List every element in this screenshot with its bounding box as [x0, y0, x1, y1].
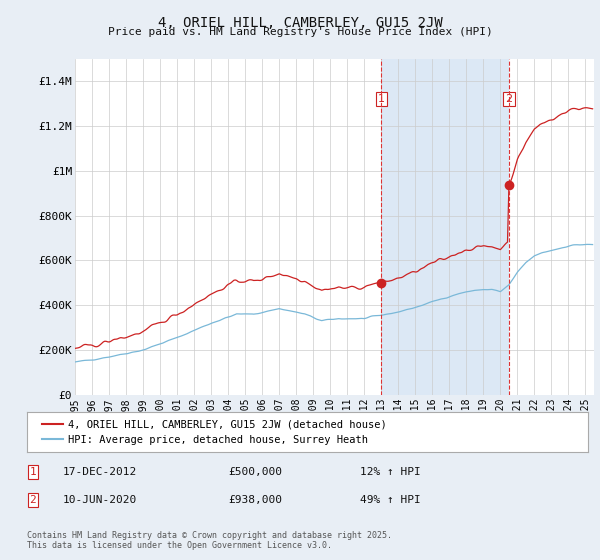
Text: Price paid vs. HM Land Registry's House Price Index (HPI): Price paid vs. HM Land Registry's House …	[107, 27, 493, 37]
Bar	[381, 59, 509, 395]
Legend: 4, ORIEL HILL, CAMBERLEY, GU15 2JW (detached house), HPI: Average price, detache: 4, ORIEL HILL, CAMBERLEY, GU15 2JW (deta…	[38, 416, 391, 449]
Text: 2: 2	[29, 494, 37, 505]
Text: 4, ORIEL HILL, CAMBERLEY, GU15 2JW: 4, ORIEL HILL, CAMBERLEY, GU15 2JW	[158, 16, 442, 30]
Text: £938,000: £938,000	[228, 494, 282, 505]
Text: £500,000: £500,000	[228, 466, 282, 477]
Text: Contains HM Land Registry data © Crown copyright and database right 2025.
This d: Contains HM Land Registry data © Crown c…	[27, 530, 392, 550]
Text: 1: 1	[378, 94, 385, 104]
Text: 12% ↑ HPI: 12% ↑ HPI	[360, 466, 421, 477]
Text: 2: 2	[505, 94, 512, 104]
Text: 1: 1	[29, 466, 37, 477]
Text: 10-JUN-2020: 10-JUN-2020	[63, 494, 137, 505]
Text: 17-DEC-2012: 17-DEC-2012	[63, 466, 137, 477]
Text: 49% ↑ HPI: 49% ↑ HPI	[360, 494, 421, 505]
